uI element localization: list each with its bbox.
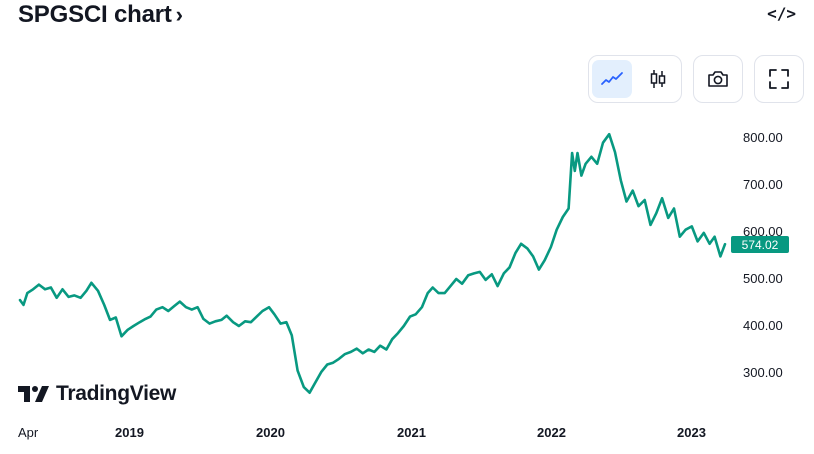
- brand-name: TradingView: [56, 382, 177, 405]
- price-series-line: [18, 132, 727, 394]
- x-tick-label: 2019: [115, 425, 144, 440]
- tradingview-logo[interactable]: TradingView: [18, 382, 176, 406]
- y-tick-label: 300.00: [743, 365, 783, 380]
- x-tick-label: 2023: [677, 425, 706, 440]
- y-tick-label: 400.00: [743, 318, 783, 333]
- embed-code-icon[interactable]: </>: [767, 4, 796, 23]
- y-tick-label: 500.00: [743, 271, 783, 286]
- chevron-right-icon: ›: [175, 2, 183, 27]
- x-tick-label: Apr: [18, 425, 39, 440]
- tradingview-logo-icon: [18, 386, 49, 402]
- fullscreen-group: [754, 55, 804, 103]
- last-price-badge: 574.02: [731, 236, 789, 253]
- y-tick-label: 700.00: [743, 177, 783, 192]
- screenshot-button[interactable]: [697, 60, 739, 98]
- y-tick-label: 600.00: [743, 224, 783, 239]
- chart-style-toggle: [588, 55, 682, 103]
- chart-title-link[interactable]: SPGSCI chart ›: [18, 0, 183, 30]
- fullscreen-icon: [769, 69, 789, 89]
- camera-icon: [708, 71, 728, 87]
- line-chart-button[interactable]: [592, 60, 632, 98]
- fullscreen-button[interactable]: [758, 60, 800, 98]
- candlestick-icon: [650, 70, 666, 88]
- page-title: SPGSCI chart: [18, 1, 172, 28]
- candlestick-chart-button[interactable]: [638, 60, 678, 98]
- x-tick-label: 2022: [537, 425, 566, 440]
- y-tick-label: 800.00: [743, 130, 783, 145]
- price-line-chart[interactable]: [0, 120, 814, 454]
- x-tick-label: 2021: [397, 425, 426, 440]
- screenshot-group: [693, 55, 743, 103]
- line-chart-icon: [601, 72, 623, 85]
- x-tick-label: 2020: [256, 425, 285, 440]
